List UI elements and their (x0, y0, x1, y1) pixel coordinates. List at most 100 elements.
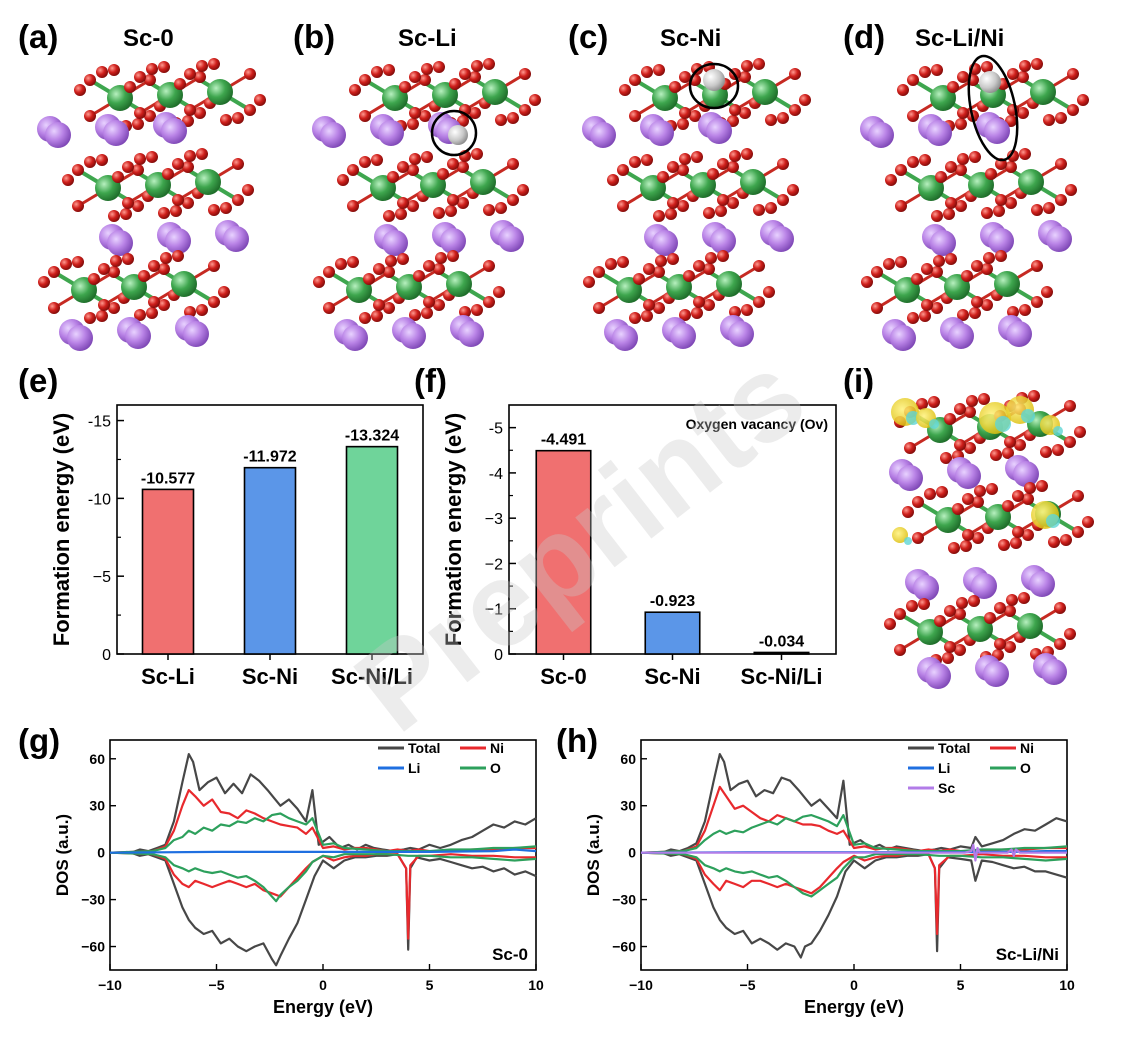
lithium-atom (342, 325, 368, 351)
oxygen-atom (954, 439, 966, 451)
oxygen-atom (124, 81, 136, 93)
lithium-atom (107, 230, 133, 256)
defect-highlight-c (688, 62, 740, 110)
oxygen-atom (911, 273, 923, 285)
oxygen-atom (924, 488, 936, 500)
oxygen-atom (242, 184, 254, 196)
oxygen-atom (703, 299, 715, 311)
oxygen-atom (1031, 260, 1043, 272)
lithium-atom (897, 465, 923, 491)
oxygen-atom (459, 306, 471, 318)
oxygen-atom (931, 64, 943, 76)
oxygen-atom (1067, 104, 1079, 116)
oxygen-atom (945, 197, 957, 209)
oxygen-atom (1067, 68, 1079, 80)
x-axis-label: Energy (eV) (804, 997, 904, 1017)
oxygen-atom (919, 66, 931, 78)
oxygen-atom (421, 63, 433, 75)
x-tick-label: Sc-Li (141, 664, 195, 689)
oxygen-atom (777, 194, 789, 206)
oxygen-atom (707, 168, 719, 180)
oxygen-atom (960, 540, 972, 552)
oxygen-atom (741, 304, 753, 316)
oxygen-atom (789, 68, 801, 80)
oxygen-atom (947, 81, 959, 93)
oxygen-atom (132, 200, 144, 212)
oxygen-atom (741, 148, 753, 160)
charge-density-blob (1046, 514, 1060, 528)
oxygen-atom (763, 286, 775, 298)
oxygen-atom (1012, 490, 1024, 502)
oxygen-atom (335, 258, 347, 270)
oxygen-atom (359, 74, 371, 86)
oxygen-atom (519, 68, 531, 80)
oxygen-atom (196, 148, 208, 160)
oxygen-atom (218, 286, 230, 298)
oxygen-atom (871, 302, 883, 314)
oxygen-atom (1028, 390, 1040, 402)
oxygen-atom (469, 107, 481, 119)
oxygen-atom (703, 207, 715, 219)
oxygen-atom (172, 158, 184, 170)
oxygen-atom (936, 486, 948, 498)
oxygen-atom (407, 164, 419, 176)
bar (345, 445, 399, 655)
oxygen-atom (919, 154, 931, 166)
lithium-atom (1029, 571, 1055, 597)
oxygen-atom (529, 94, 541, 106)
oxygen-atom (1014, 439, 1026, 451)
nickel-atom (448, 125, 468, 145)
oxygen-atom (347, 164, 359, 176)
oxygen-atom (617, 164, 629, 176)
bar-value-label: -10.577 (141, 470, 195, 487)
oxygen-atom (72, 164, 84, 176)
oxygen-atom (196, 60, 208, 72)
oxygen-atom (88, 273, 100, 285)
transition-metal-atom (482, 79, 508, 105)
oxygen-atom (907, 312, 919, 324)
oxygen-atom (457, 197, 469, 209)
oxygen-atom (641, 66, 653, 78)
oxygen-atom (132, 164, 144, 176)
transition-metal-atom (1018, 169, 1044, 195)
oxygen-atom (323, 266, 335, 278)
oxygen-atom (667, 197, 679, 209)
nickel-atom (703, 69, 725, 91)
lithium-atom (1013, 461, 1039, 487)
oxygen-atom (629, 156, 641, 168)
oxygen-atom (399, 81, 411, 93)
oxygen-atom (739, 71, 751, 83)
oxygen-atom (1017, 107, 1029, 119)
lithium-atom (652, 230, 678, 256)
lithium-atom (498, 226, 524, 252)
oxygen-atom (981, 263, 993, 275)
oxygen-atom (184, 104, 196, 116)
x-tick-label: Sc-0 (540, 664, 586, 689)
oxygen-atom (984, 612, 996, 624)
y-tick-label: 0 (628, 845, 636, 861)
panel-g-tag: (g) (18, 722, 60, 759)
oxygen-atom (433, 299, 445, 311)
oxygen-atom (232, 112, 244, 124)
oxygen-atom (112, 171, 124, 183)
oxygen-atom (457, 115, 469, 127)
oxygen-atom (1082, 516, 1094, 528)
oxygen-atom (1060, 534, 1072, 546)
oxygen-atom (943, 208, 955, 220)
oxygen-atom (38, 276, 50, 288)
lithium-atom (768, 226, 794, 252)
oxygen-atom (962, 529, 974, 541)
oxygen-atom (765, 114, 777, 126)
oxygen-atom (1040, 446, 1052, 458)
oxygen-atom (907, 110, 919, 122)
oxygen-atom (629, 74, 641, 86)
oxygen-atom (753, 58, 765, 70)
lithium-atom (45, 122, 71, 148)
x-tick-label: Sc-Ni (644, 664, 700, 689)
highlight-ellipses (430, 54, 1019, 162)
transition-metal-atom (207, 79, 233, 105)
oxygen-atom (1012, 526, 1024, 538)
oxygen-atom (1022, 529, 1034, 541)
oxygen-atom (457, 161, 469, 173)
